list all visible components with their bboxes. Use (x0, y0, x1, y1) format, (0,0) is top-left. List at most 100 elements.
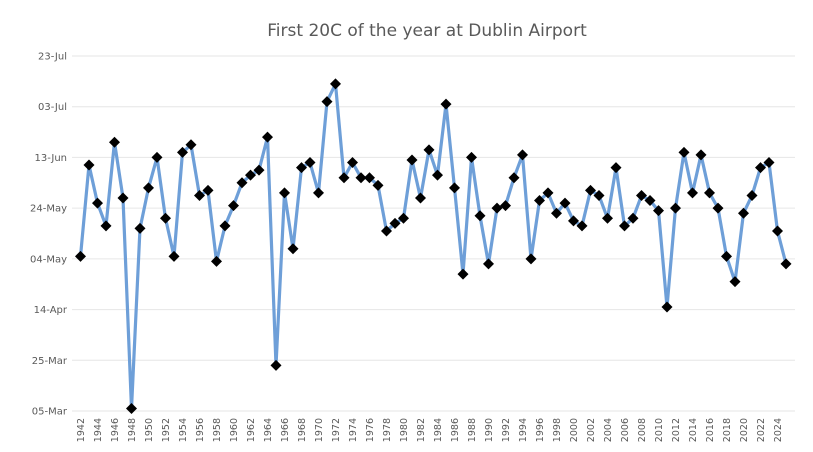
x-tick-label: 1972 (331, 418, 342, 442)
data-point (610, 162, 622, 174)
data-point (636, 189, 647, 201)
y-tick-label: 24-May (30, 204, 67, 215)
data-point (712, 202, 724, 214)
x-tick-label: 1962 (246, 418, 257, 442)
y-tick-label: 13-Jun (34, 153, 67, 164)
data-point (279, 187, 290, 199)
x-tick-label: 2024 (773, 418, 784, 442)
data-point (432, 169, 443, 181)
data-point (372, 179, 384, 191)
data-point (729, 276, 741, 288)
x-tick-label: 1976 (365, 418, 376, 442)
data-point (355, 172, 367, 184)
data-point (517, 149, 528, 161)
x-tick-label: 2004 (603, 418, 614, 442)
x-tick-label: 1946 (110, 418, 121, 442)
data-point (236, 177, 248, 189)
y-tick-label: 25-Mar (32, 356, 68, 367)
data-point (500, 200, 511, 212)
data-point (338, 172, 350, 184)
data-point (177, 146, 188, 158)
data-point (211, 255, 222, 267)
series-line (78, 82, 788, 411)
x-tick-label: 1942 (76, 418, 87, 442)
y-tick-label: 23-Jul (38, 52, 67, 63)
x-tick-label: 1956 (195, 418, 206, 442)
x-tick-label: 2016 (705, 418, 716, 442)
x-tick-label: 1966 (280, 418, 291, 442)
x-tick-label: 2014 (688, 418, 699, 442)
data-point (83, 159, 95, 171)
y-axis-ticks: 05-Mar 25-Mar 14-Apr 04-May 24-May 13-Jun 03-J… (30, 52, 68, 418)
data-point (508, 172, 520, 184)
data-point (627, 212, 639, 224)
data-point (619, 220, 630, 232)
data-point (593, 189, 605, 201)
data-point (602, 212, 613, 224)
x-tick-label: 1948 (127, 418, 138, 442)
x-tick-label: 1980 (399, 418, 410, 442)
data-point (75, 250, 86, 262)
data-point (780, 258, 792, 270)
data-point (406, 154, 418, 166)
data-point (126, 402, 137, 414)
data-point (763, 157, 775, 168)
data-point (389, 217, 401, 229)
chart-title: First 20C of the year at Dublin Airport (267, 21, 587, 41)
x-tick-label: 1968 (297, 418, 308, 442)
data-point (92, 197, 103, 209)
data-point (457, 268, 469, 280)
data-point (253, 164, 265, 176)
data-point (687, 187, 698, 199)
x-tick-label: 1978 (382, 418, 393, 442)
data-point (585, 184, 596, 196)
x-tick-label: 1964 (263, 418, 274, 442)
data-point (219, 220, 231, 232)
x-tick-label: 1950 (144, 418, 155, 442)
data-point (202, 184, 214, 196)
data-point (287, 243, 299, 255)
data-point (117, 192, 129, 204)
data-point (398, 212, 409, 224)
data-point (296, 162, 307, 174)
data-point (168, 250, 180, 262)
x-tick-label: 2002 (586, 418, 597, 442)
data-point (525, 253, 537, 265)
data-point (381, 225, 392, 237)
data-point (100, 220, 112, 232)
x-tick-label: 2020 (739, 418, 750, 442)
y-tick-label: 05-Mar (32, 407, 68, 418)
y-tick-label: 04-May (30, 254, 67, 265)
x-tick-label: 1974 (348, 418, 359, 442)
data-point (653, 205, 664, 217)
x-tick-label: 2022 (756, 418, 767, 442)
x-tick-label: 2006 (620, 418, 631, 442)
data-point (415, 192, 426, 204)
data-point (466, 151, 477, 163)
y-tick-label: 14-Apr (34, 305, 68, 316)
x-tick-label: 1990 (484, 418, 495, 442)
data-point (134, 222, 146, 234)
data-point (321, 96, 333, 108)
x-tick-label: 1954 (178, 418, 189, 442)
data-point (772, 225, 783, 237)
data-point (644, 195, 656, 207)
data-point (483, 258, 494, 270)
data-point (491, 202, 503, 214)
x-tick-label: 1994 (518, 418, 529, 442)
x-tick-label: 1986 (450, 418, 461, 442)
data-point (143, 182, 154, 194)
data-point (695, 149, 707, 161)
x-tick-label: 1944 (93, 418, 104, 442)
x-tick-label: 1960 (229, 418, 240, 442)
x-tick-label: 2010 (654, 418, 665, 442)
x-tick-label: 1988 (467, 418, 478, 442)
data-point (568, 215, 579, 227)
x-tick-label: 1998 (552, 418, 563, 442)
data-point (330, 78, 341, 90)
x-tick-label: 2012 (671, 418, 682, 442)
x-tick-label: 1984 (433, 418, 444, 442)
data-point (678, 146, 690, 158)
data-point (559, 197, 571, 209)
data-point (304, 157, 316, 168)
